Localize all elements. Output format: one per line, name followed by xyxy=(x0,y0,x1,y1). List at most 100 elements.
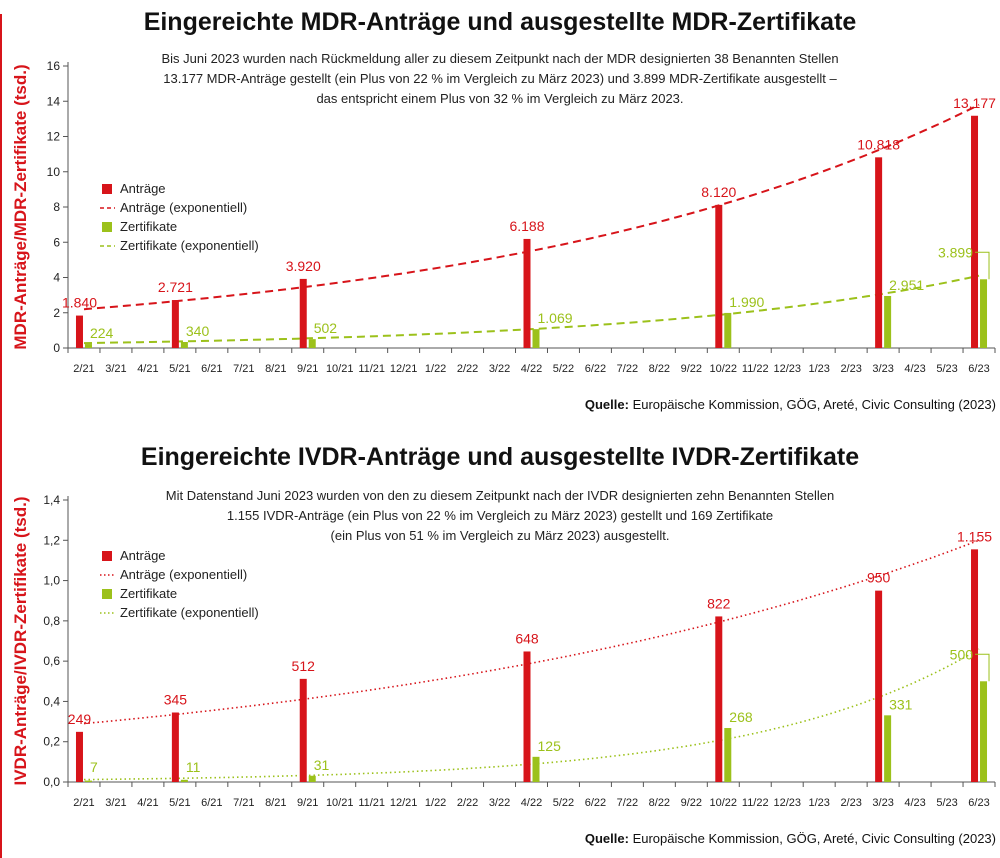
data-label: 11 xyxy=(186,759,201,775)
legend-label: Anträge (exponentiell) xyxy=(120,200,247,215)
x-tick-label: 11/21 xyxy=(358,363,385,375)
data-label: 6.188 xyxy=(509,218,544,234)
chart-title: Eingereichte MDR-Anträge und ausgestellt… xyxy=(144,8,857,36)
x-tick-label: 6/22 xyxy=(585,363,606,375)
x-tick-label: 11/22 xyxy=(742,363,769,375)
bar-zertifikate xyxy=(884,715,892,782)
x-tick-label: 6/21 xyxy=(201,363,222,375)
x-tick-label: 9/21 xyxy=(297,797,318,809)
x-tick-label: 9/22 xyxy=(681,363,702,375)
x-tick-label: 7/22 xyxy=(617,797,638,809)
x-tick-label: 7/21 xyxy=(233,797,254,809)
data-label: 648 xyxy=(515,630,539,646)
legend-label: Zertifikate (exponentiell) xyxy=(120,605,259,620)
data-label: 2.721 xyxy=(158,279,193,295)
data-label: 224 xyxy=(90,325,114,341)
data-label: 10.818 xyxy=(857,136,900,152)
x-tick-label: 12/21 xyxy=(390,797,418,809)
y-tick-label: 16 xyxy=(47,59,61,73)
y-tick-label: 2 xyxy=(53,306,60,320)
data-label: 3.899 xyxy=(938,244,973,260)
x-tick-label: 3/22 xyxy=(489,797,510,809)
x-tick-label: 2/22 xyxy=(457,363,478,375)
x-tick-label: 5/23 xyxy=(936,363,957,375)
x-tick-label: 9/22 xyxy=(681,797,702,809)
ivdr-chart-panel: Eingereichte IVDR-Anträge und ausgestell… xyxy=(11,443,996,846)
x-tick-label: 5/22 xyxy=(553,797,574,809)
x-tick-label: 4/22 xyxy=(521,363,542,375)
y-tick-label: 0 xyxy=(53,341,60,355)
x-tick-label: 3/21 xyxy=(105,363,126,375)
y-tick-label: 1,0 xyxy=(43,574,60,588)
data-label: 1.155 xyxy=(957,528,992,544)
legend-swatch xyxy=(102,222,112,232)
bar-zertifikate xyxy=(724,728,732,782)
legend-label: Zertifikate (exponentiell) xyxy=(120,238,259,253)
x-tick-label: 12/21 xyxy=(390,363,418,375)
bar-zertifikate xyxy=(532,756,540,782)
y-tick-label: 1,4 xyxy=(43,493,60,507)
trend-line-0 xyxy=(83,539,980,725)
data-label: 125 xyxy=(538,738,562,754)
trend-line-1 xyxy=(83,648,980,781)
x-tick-label: 5/21 xyxy=(169,363,190,375)
data-label: 1.840 xyxy=(62,295,97,311)
data-label: 822 xyxy=(707,595,731,611)
data-label: 3.920 xyxy=(286,258,321,274)
label-connector xyxy=(975,251,990,280)
x-tick-label: 7/21 xyxy=(233,363,254,375)
bar-antraege xyxy=(171,300,179,348)
x-tick-label: 10/22 xyxy=(710,797,738,809)
x-tick-label: 3/22 xyxy=(489,363,510,375)
x-tick-label: 3/21 xyxy=(105,797,126,809)
bar-antraege xyxy=(715,616,723,782)
mdr-chart-panel: Eingereichte MDR-Anträge und ausgestellt… xyxy=(11,8,996,412)
data-label: 2.951 xyxy=(889,277,924,293)
x-tick-label: 5/22 xyxy=(553,363,574,375)
x-tick-label: 6/22 xyxy=(585,797,606,809)
bar-zertifikate xyxy=(84,344,92,348)
y-tick-label: 0,2 xyxy=(43,735,60,749)
x-tick-label: 2/23 xyxy=(840,363,861,375)
x-tick-label: 2/23 xyxy=(840,797,861,809)
x-tick-label: 2/22 xyxy=(457,797,478,809)
data-label: 1.990 xyxy=(729,294,764,310)
data-label: 7 xyxy=(90,759,98,775)
data-label: 512 xyxy=(292,658,316,674)
x-tick-label: 2/21 xyxy=(73,797,94,809)
bar-antraege xyxy=(715,204,723,348)
chart-subtitle-line: (ein Plus von 51 % im Vergleich zu März … xyxy=(331,528,670,543)
x-tick-label: 1/22 xyxy=(425,797,446,809)
chart-subtitle-line: Bis Juni 2023 wurden nach Rückmeldung al… xyxy=(161,51,838,66)
chart-subtitle-line: das entspricht einem Plus von 32 % im Ve… xyxy=(316,91,683,106)
x-tick-label: 10/21 xyxy=(326,363,354,375)
bar-antraege xyxy=(875,157,883,348)
y-tick-label: 6 xyxy=(53,235,60,249)
x-tick-label: 5/23 xyxy=(936,797,957,809)
x-tick-label: 10/21 xyxy=(326,797,354,809)
x-tick-label: 9/21 xyxy=(297,363,318,375)
bar-antraege xyxy=(875,590,883,782)
chart-subtitle-line: 1.155 IVDR-Anträge (ein Plus von 22 % im… xyxy=(227,508,773,523)
chart-title: Eingereichte IVDR-Anträge und ausgestell… xyxy=(141,443,859,471)
bar-zertifikate xyxy=(884,295,892,348)
label-connector xyxy=(975,653,990,682)
legend-label: Anträge xyxy=(120,181,166,196)
bar-antraege xyxy=(523,651,531,782)
bar-zertifikate xyxy=(180,342,188,348)
y-axis-label: IVDR-Anträge/IVDR-Zertifikate (tsd.) xyxy=(11,496,30,785)
x-tick-label: 8/21 xyxy=(265,363,286,375)
y-tick-label: 8 xyxy=(53,200,60,214)
data-label: 345 xyxy=(164,692,188,708)
source-label: Quelle: xyxy=(585,831,629,846)
legend-label: Zertifikate xyxy=(120,586,177,601)
legend-label: Anträge xyxy=(120,548,166,563)
data-label: 1.069 xyxy=(538,310,573,326)
bar-zertifikate xyxy=(724,312,732,348)
data-label: 8.120 xyxy=(701,184,736,200)
trend-line-1 xyxy=(83,274,980,345)
source-note: Quelle: Europäische Kommission, GÖG, Are… xyxy=(585,397,996,412)
x-tick-label: 3/23 xyxy=(872,363,893,375)
y-tick-label: 0,0 xyxy=(43,775,60,789)
x-tick-label: 4/23 xyxy=(904,797,925,809)
